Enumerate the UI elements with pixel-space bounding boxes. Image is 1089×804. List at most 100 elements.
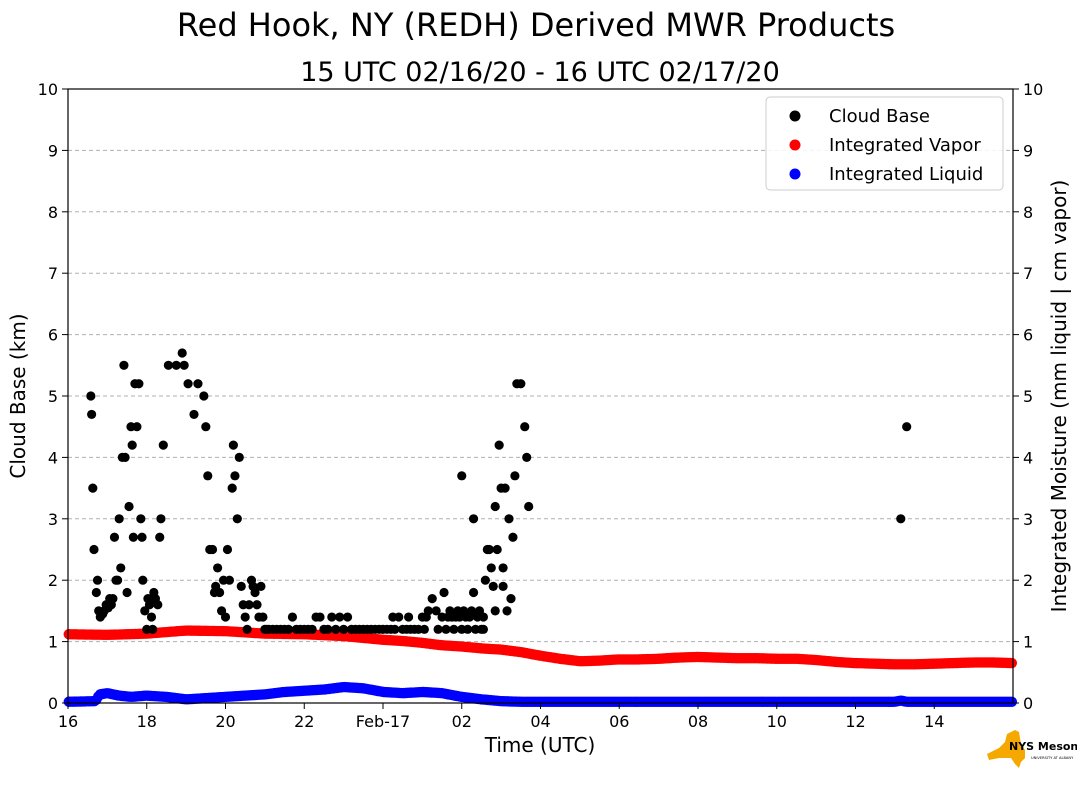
legend-box bbox=[765, 96, 1004, 191]
cloud-base-point-22 bbox=[120, 452, 130, 462]
y-tick-label-right-9: 9 bbox=[1023, 141, 1033, 160]
cloud-base-point-135 bbox=[439, 587, 449, 598]
y-tick-label-left-7: 7 bbox=[48, 264, 58, 283]
cloud-base-point-92 bbox=[287, 612, 298, 622]
chart-title: Red Hook, NY (REDH) Derived MWR Products bbox=[177, 6, 895, 44]
legend-label-integrated-liquid: Integrated Liquid bbox=[829, 164, 983, 185]
cloud-base-point-179 bbox=[478, 624, 489, 634]
cloud-base-point-156 bbox=[480, 575, 490, 585]
cloud-base-point-33 bbox=[138, 575, 148, 585]
cloud-base-point-15 bbox=[109, 532, 120, 542]
cloud-base-point-45 bbox=[158, 440, 168, 450]
y-tick-label-right-5: 5 bbox=[1023, 387, 1033, 406]
cloud-base-point-160 bbox=[488, 581, 498, 591]
cloud-base-point-42 bbox=[153, 600, 163, 610]
cloud-base-point-24 bbox=[124, 501, 134, 512]
cloud-base-point-32 bbox=[137, 532, 147, 542]
cloud-base-point-158 bbox=[484, 544, 494, 555]
cloud-base-point-21 bbox=[119, 360, 129, 370]
legend-marker-integrated-liquid bbox=[789, 168, 801, 180]
y-tick-label-right-7: 7 bbox=[1023, 264, 1033, 283]
cloud-base-point-162 bbox=[492, 544, 502, 555]
cloud-base-point-174 bbox=[520, 422, 530, 432]
cloud-base-point-38 bbox=[146, 612, 157, 622]
x-axis-label: Time (UTC) bbox=[484, 733, 596, 757]
cloud-base-point-19 bbox=[116, 563, 126, 573]
cloud-base-point-83 bbox=[258, 612, 268, 622]
cloud-base-point-29 bbox=[132, 422, 142, 432]
cloud-base-point-171 bbox=[510, 471, 520, 481]
cloud-base-point-50 bbox=[183, 379, 193, 389]
cloud-base-point-76 bbox=[244, 600, 254, 610]
cloud-base-point-103 bbox=[331, 624, 341, 634]
cloud-base-point-102 bbox=[327, 612, 337, 622]
cloud-base-point-52 bbox=[193, 379, 203, 389]
x-tick-label-6: 04 bbox=[530, 712, 550, 731]
cloud-base-point-119 bbox=[390, 624, 400, 634]
cloud-base-point-155 bbox=[478, 612, 489, 622]
cloud-base-point-75 bbox=[242, 624, 252, 634]
cloud-base-point-106 bbox=[342, 612, 353, 622]
y-tick-label-left-4: 4 bbox=[48, 448, 58, 467]
integrated-vapor-point-479 bbox=[1006, 657, 1018, 669]
integrated-liquid-point-479 bbox=[1006, 696, 1018, 707]
cloud-base-point-128 bbox=[419, 624, 429, 634]
y-tick-label-right-2: 2 bbox=[1023, 571, 1033, 590]
cloud-base-point-79 bbox=[250, 587, 260, 598]
cloud-base-point-48 bbox=[177, 348, 187, 358]
nys-mesonet-logo: NYS Mesonet UNIVERSITY AT ALBANY bbox=[985, 728, 1089, 770]
cloud-base-point-71 bbox=[234, 452, 244, 462]
cloud-base-point-51 bbox=[189, 409, 199, 420]
y-tick-label-left-2: 2 bbox=[48, 571, 58, 590]
cloud-base-point-99 bbox=[315, 612, 325, 622]
cloud-base-point-150 bbox=[468, 587, 479, 598]
cloud-base-point-166 bbox=[500, 483, 510, 493]
cloud-base-point-39 bbox=[148, 624, 158, 634]
cloud-base-point-120 bbox=[394, 612, 404, 622]
cloud-base-point-161 bbox=[490, 501, 500, 512]
y-tick-label-left-8: 8 bbox=[48, 203, 58, 222]
x-tick-label-2: 20 bbox=[215, 712, 235, 731]
legend-label-cloud-base: Cloud Base bbox=[829, 106, 930, 127]
cloud-base-point-173 bbox=[516, 379, 526, 389]
cloud-base-point-140 bbox=[449, 624, 459, 634]
cloud-base-point-175 bbox=[522, 452, 532, 462]
cloud-base-point-178 bbox=[468, 514, 479, 524]
x-tick-label-11: 14 bbox=[924, 712, 944, 731]
cloud-base-point-169 bbox=[506, 594, 516, 604]
cloud-base-point-123 bbox=[403, 612, 414, 622]
logo-text: NYS Mesonet bbox=[1009, 740, 1077, 753]
cloud-base-point-105 bbox=[339, 624, 349, 634]
cloud-base-point-147 bbox=[463, 624, 473, 634]
x-tick-label-8: 08 bbox=[688, 712, 708, 731]
cloud-base-point-49 bbox=[179, 360, 189, 370]
x-tick-label-4: Feb-17 bbox=[356, 712, 410, 731]
y-tick-label-right-8: 8 bbox=[1023, 203, 1033, 222]
grid-lines bbox=[68, 149, 1013, 643]
cloud-base-point-3 bbox=[89, 544, 99, 555]
y-tick-label-left-6: 6 bbox=[48, 326, 58, 345]
legend-marker-cloud-base bbox=[789, 110, 801, 122]
y-tick-label-right-6: 6 bbox=[1023, 326, 1033, 345]
cloud-base-point-101 bbox=[323, 624, 333, 634]
cloud-base-point-133 bbox=[433, 624, 443, 634]
cloud-base-point-66 bbox=[224, 575, 235, 585]
logo-subtext: UNIVERSITY AT ALBANY bbox=[1031, 756, 1074, 760]
chart-subtitle: 15 UTC 02/16/20 - 16 UTC 02/17/20 bbox=[300, 57, 780, 88]
cloud-base-point-97 bbox=[307, 624, 317, 634]
cloud-base-point-14 bbox=[108, 594, 118, 604]
cloud-base-point-47 bbox=[171, 360, 181, 370]
y-tick-label-left-1: 1 bbox=[48, 633, 58, 652]
cloud-base-point-26 bbox=[127, 440, 137, 450]
y-tick-label-right-10: 10 bbox=[1023, 80, 1043, 99]
cloud-base-point-17 bbox=[113, 575, 123, 585]
cloud-base-point-67 bbox=[227, 483, 237, 493]
x-tick-label-0: 16 bbox=[58, 712, 78, 731]
cloud-base-point-82 bbox=[256, 581, 266, 591]
cloud-base-point-149 bbox=[466, 606, 477, 616]
series-cloud-base bbox=[86, 348, 912, 634]
new-york-state-shape-icon bbox=[987, 730, 1025, 768]
x-tick-label-5: 02 bbox=[452, 712, 472, 731]
